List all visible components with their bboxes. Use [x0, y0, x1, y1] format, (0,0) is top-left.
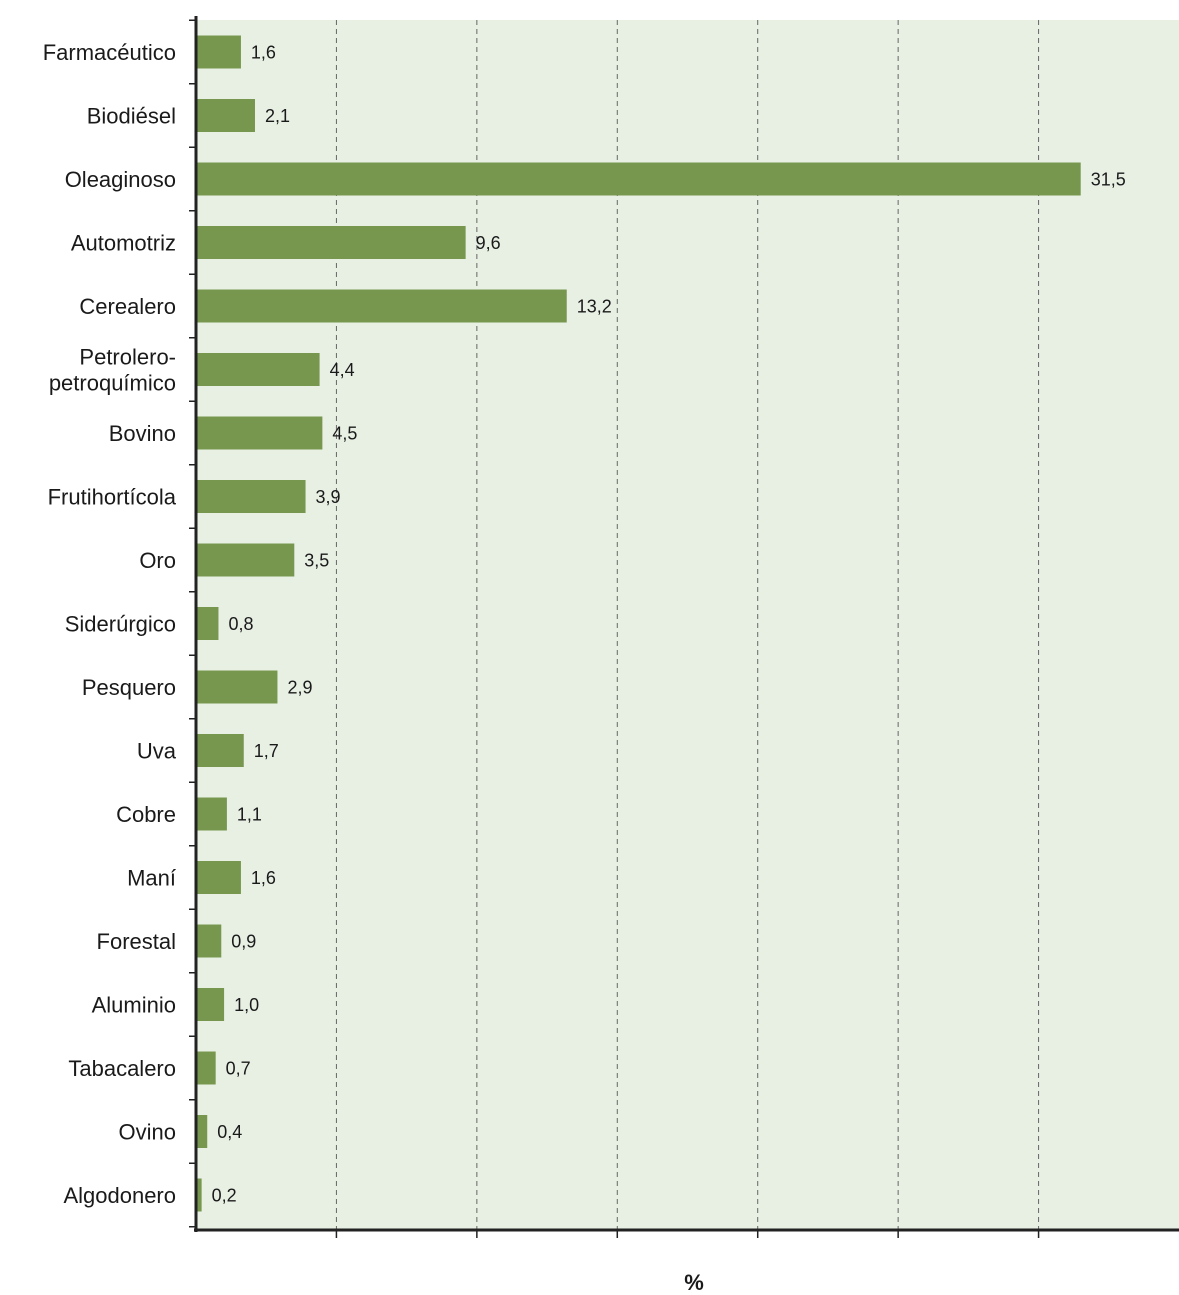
value-label-2: 31,5	[1091, 170, 1126, 190]
bars	[197, 35, 1081, 1212]
category-label-15: Aluminio	[92, 993, 176, 1018]
category-label-1: Biodiésel	[87, 104, 176, 129]
bar-6	[197, 416, 323, 450]
value-label-13: 1,6	[251, 868, 276, 888]
bar-1	[197, 99, 255, 132]
category-label-0: Farmacéutico	[43, 40, 176, 65]
bar-10	[197, 670, 278, 704]
category-label-4: Cerealero	[79, 294, 176, 319]
value-label-16: 0,7	[226, 1059, 251, 1079]
value-label-5: 4,4	[330, 360, 355, 380]
axes	[189, 16, 1179, 1238]
category-label-2: Oleaginoso	[65, 167, 176, 192]
value-label-10: 2,9	[287, 678, 312, 698]
value-label-17: 0,4	[217, 1122, 242, 1142]
value-label-9: 0,8	[228, 614, 253, 634]
value-label-14: 0,9	[231, 932, 256, 952]
bar-4	[197, 289, 567, 323]
bar-15	[197, 988, 225, 1021]
value-label-8: 3,5	[304, 551, 329, 571]
category-label-16: Tabacalero	[68, 1056, 176, 1081]
value-label-1: 2,1	[265, 106, 290, 126]
value-label-11: 1,7	[254, 741, 279, 761]
category-label-6: Bovino	[109, 421, 176, 446]
value-label-4: 13,2	[577, 297, 612, 317]
category-label-3: Automotriz	[71, 231, 176, 256]
bar-16	[197, 1051, 216, 1085]
gridlines	[335, 20, 1040, 1230]
category-labels: Farmacéutico Biodiésel Oleaginoso Automotri…	[43, 40, 177, 1208]
bar-5	[197, 353, 320, 386]
category-label-12: Cobre	[116, 802, 176, 827]
plot-background	[196, 20, 1179, 1230]
bar-9	[197, 607, 219, 640]
bar-3	[197, 226, 466, 259]
category-label-11: Uva	[137, 739, 177, 764]
category-label-8: Oro	[139, 548, 176, 573]
category-label-18: Algodonero	[63, 1183, 176, 1208]
category-label-17: Ovino	[119, 1120, 176, 1145]
category-label-5: Petrolero-petroquímico	[49, 345, 176, 396]
bar-2	[197, 162, 1081, 196]
bar-18	[197, 1178, 202, 1212]
value-label-3: 9,6	[476, 233, 501, 253]
bar-12	[197, 797, 227, 831]
bar-0	[197, 35, 241, 69]
bar-11	[197, 734, 244, 767]
category-label-7: Frutihortícola	[48, 485, 177, 510]
value-label-12: 1,1	[237, 805, 262, 825]
bar-13	[197, 861, 241, 894]
bar-8	[197, 543, 295, 577]
axis-ticks	[189, 19, 1040, 1238]
bar-7	[197, 480, 306, 513]
value-label-6: 4,5	[332, 424, 357, 444]
value-label-18: 0,2	[212, 1186, 237, 1206]
category-label-9: Siderúrgico	[65, 612, 176, 637]
value-label-7: 3,9	[316, 487, 341, 507]
category-label-10: Pesquero	[82, 675, 176, 700]
value-label-15: 1,0	[234, 995, 259, 1015]
value-label-0: 1,6	[251, 43, 276, 63]
category-label-14: Forestal	[97, 929, 176, 954]
bar-17	[197, 1115, 208, 1148]
bar-14	[197, 924, 222, 958]
value-labels: 1,6 2,1 31,5 9,6 13,2 4,4 4,5 3,9 3,5 0,8 2,9 1,7 1,…	[212, 43, 1126, 1206]
category-label-13: Maní	[127, 866, 176, 891]
x-axis-label: %	[684, 1270, 704, 1295]
